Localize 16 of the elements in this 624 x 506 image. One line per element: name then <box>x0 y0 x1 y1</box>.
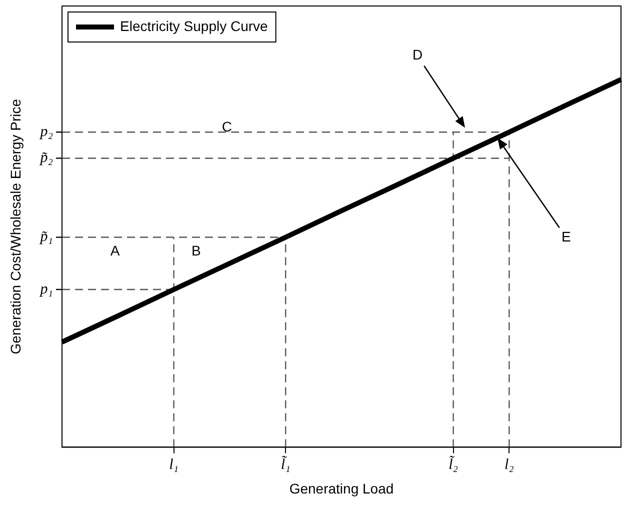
x-tick-label: l̃₁ <box>280 455 290 474</box>
x-tick-label: l̃₂ <box>448 455 458 474</box>
ref-line-label: p₂ <box>39 124 53 140</box>
ref-line-label: p₁ <box>39 281 53 298</box>
y-axis-title: Generation Cost/Wholesale Energy Price <box>7 98 24 354</box>
annotation: B <box>191 242 201 259</box>
x-axis-title: Generating Load <box>289 480 394 496</box>
annotation: E <box>562 228 571 244</box>
annotation: C <box>222 118 232 135</box>
ref-line-label: p̃₂ <box>39 150 53 166</box>
x-tick-label: l₂ <box>504 457 514 474</box>
text: Electricity Supply Curve <box>120 18 268 34</box>
text: D <box>412 46 423 63</box>
ref-line-label: p̃₁ <box>39 229 53 246</box>
annotation: A <box>110 242 120 259</box>
x-tick-label: l₁ <box>169 457 178 474</box>
